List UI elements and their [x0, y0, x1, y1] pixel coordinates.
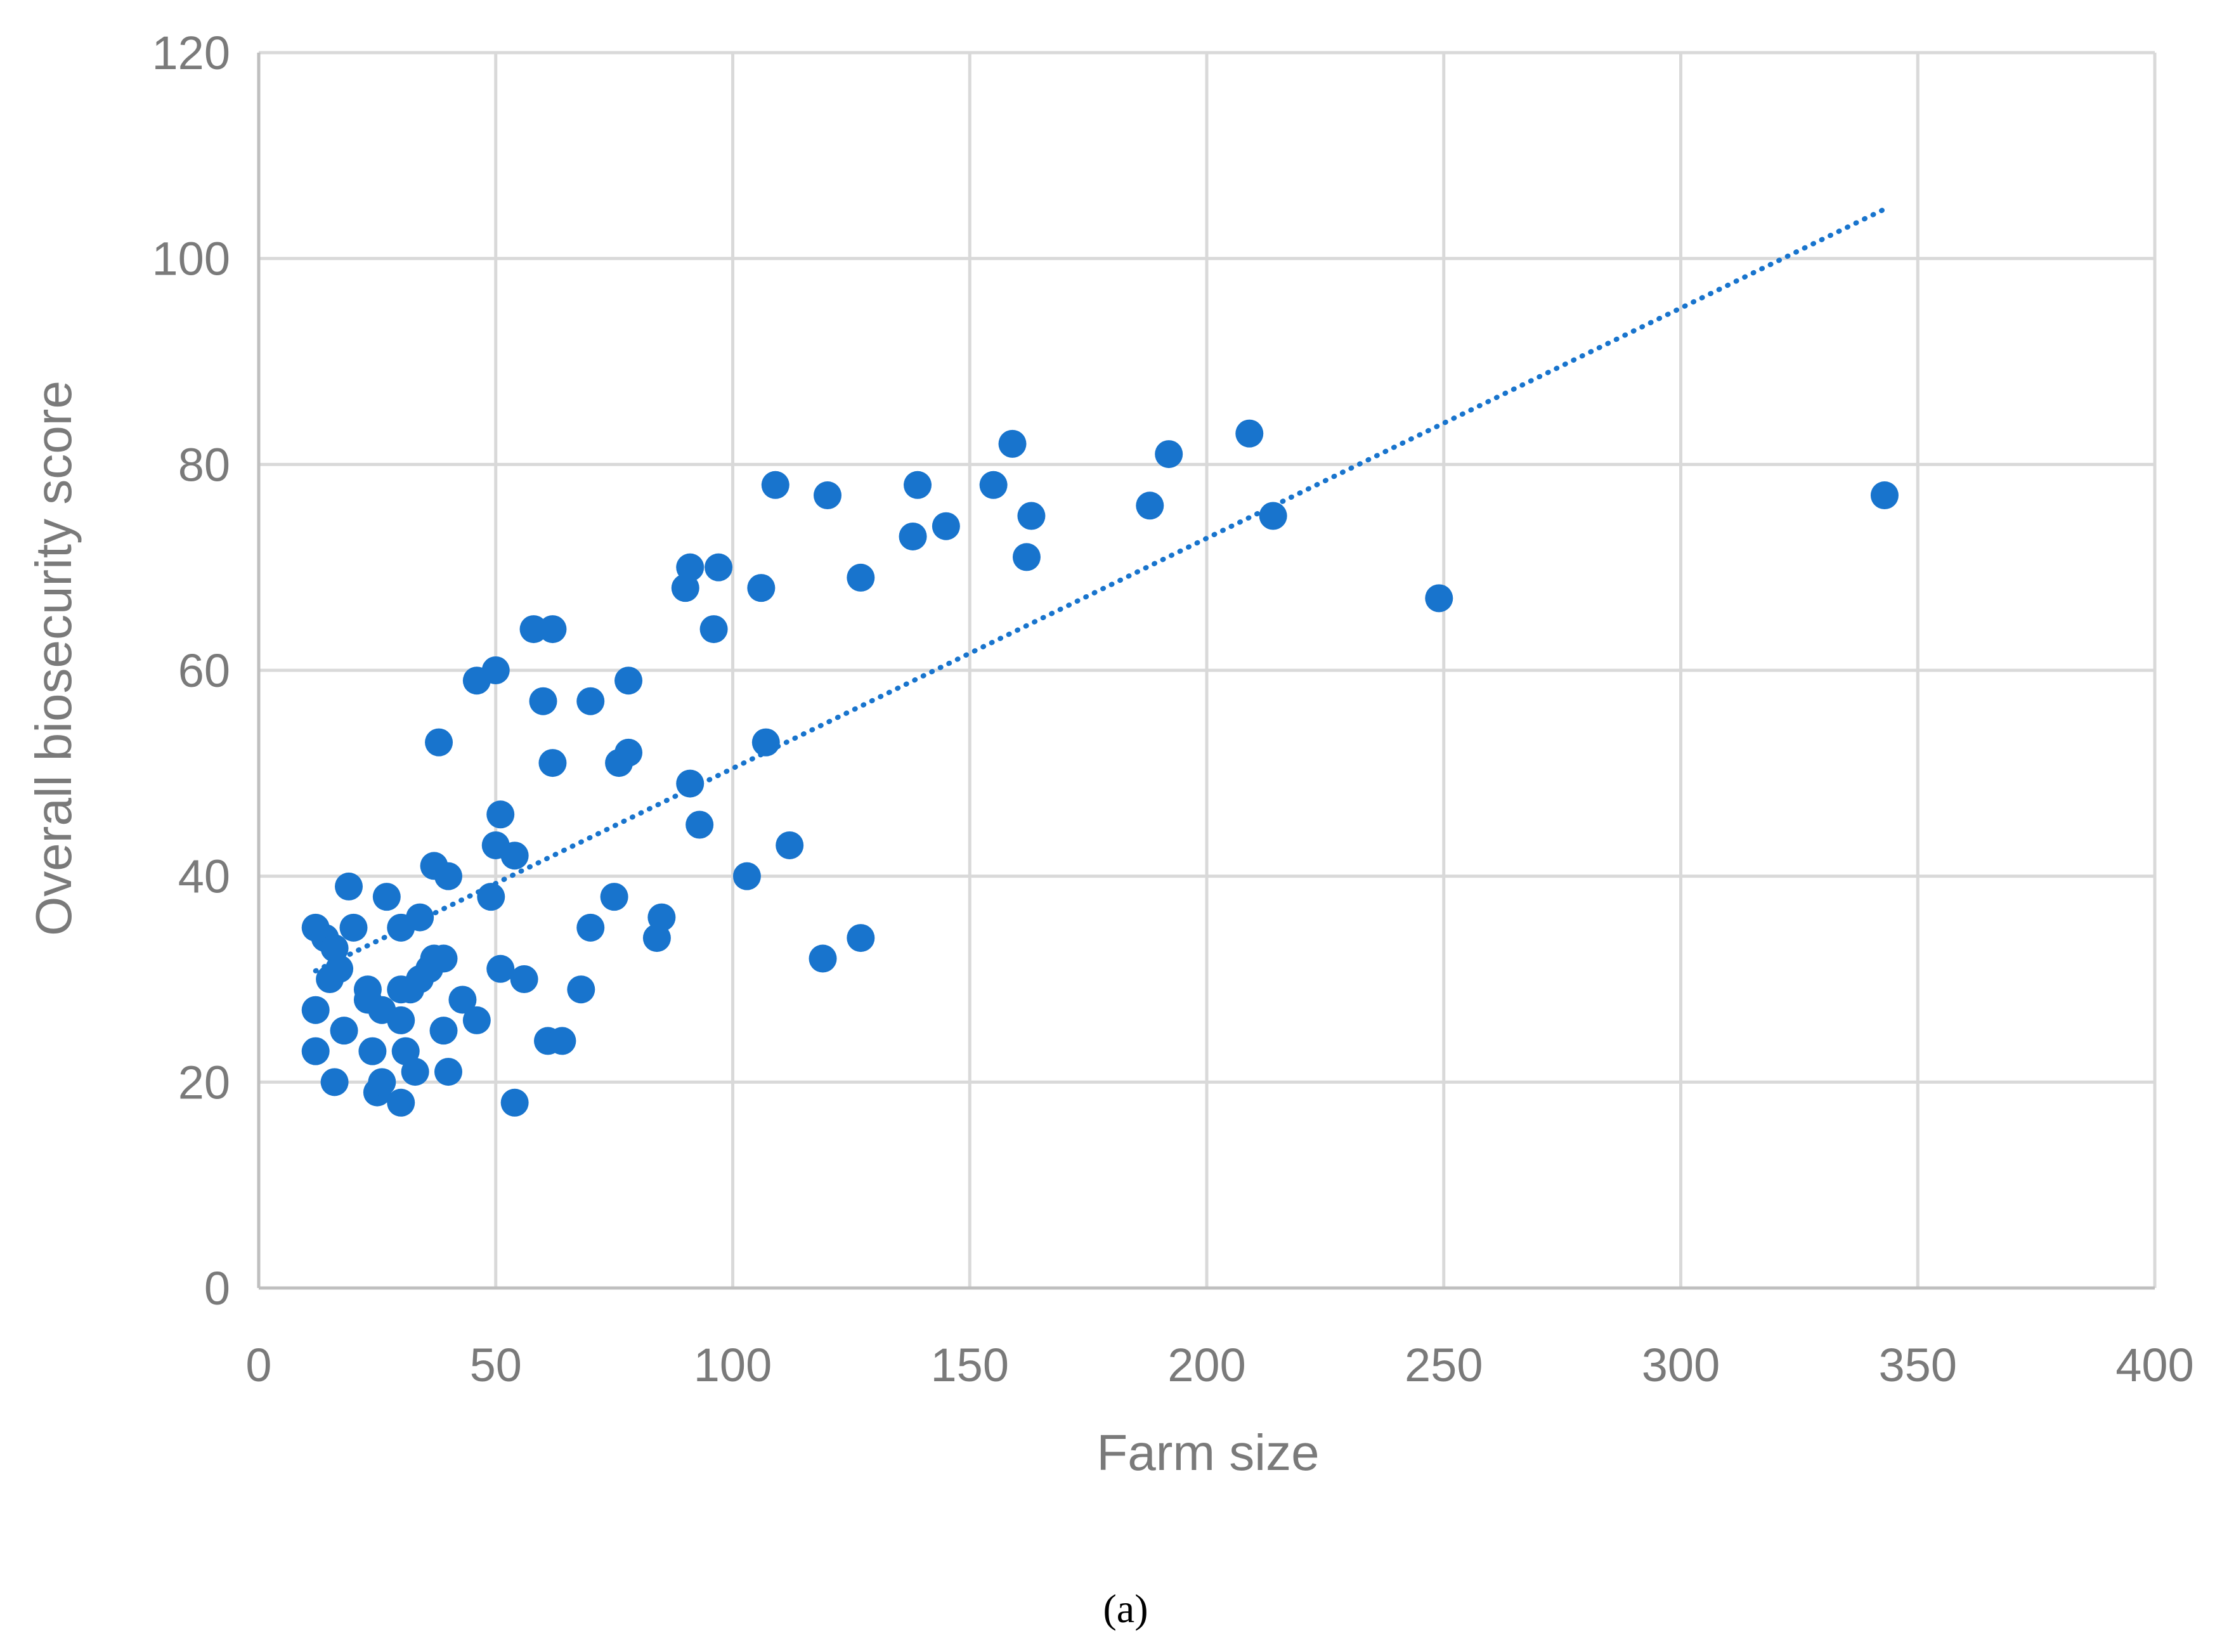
data-point	[1235, 419, 1264, 448]
data-point	[486, 954, 515, 983]
data-point	[998, 429, 1027, 458]
data-point	[1012, 543, 1041, 571]
data-point	[500, 1088, 529, 1117]
data-point	[529, 687, 557, 715]
data-point	[747, 574, 776, 602]
x-tick-label: 300	[1642, 1339, 1720, 1391]
data-point	[500, 842, 529, 870]
data-point	[434, 862, 462, 890]
data-point	[1425, 584, 1453, 613]
y-tick-label: 80	[178, 438, 230, 491]
data-point	[538, 615, 567, 644]
data-point	[486, 800, 515, 829]
data-point	[429, 1017, 458, 1045]
y-tick-label: 120	[152, 27, 230, 79]
data-point	[425, 728, 453, 757]
data-point	[699, 615, 728, 644]
x-tick-label: 0	[245, 1339, 271, 1391]
data-point	[899, 522, 927, 550]
data-point	[567, 975, 595, 1004]
data-point	[614, 738, 643, 767]
data-point	[510, 965, 538, 993]
x-tick-label: 400	[2115, 1339, 2193, 1391]
x-tick-label: 150	[931, 1339, 1009, 1391]
data-point	[647, 903, 676, 932]
data-point	[576, 687, 605, 715]
data-point	[406, 903, 434, 932]
data-point	[761, 471, 789, 499]
data-point	[705, 553, 733, 582]
data-point	[847, 924, 875, 953]
data-point	[548, 1027, 576, 1055]
data-point	[904, 471, 932, 499]
trendline	[313, 206, 1887, 974]
data-point	[301, 1037, 330, 1065]
data-point	[387, 1006, 415, 1034]
data-point	[434, 1058, 462, 1086]
y-tick-label: 0	[204, 1262, 230, 1315]
data-point	[320, 1068, 349, 1096]
y-tick-label: 60	[178, 644, 230, 697]
data-point	[462, 1006, 491, 1034]
data-point	[448, 985, 477, 1014]
data-point	[372, 883, 401, 911]
data-point	[847, 563, 875, 592]
data-point	[1155, 440, 1183, 469]
data-point	[600, 883, 628, 911]
x-tick-label: 100	[694, 1339, 772, 1391]
y-tick-label: 40	[178, 850, 230, 903]
data-point	[387, 1088, 415, 1117]
data-point	[368, 1068, 396, 1096]
x-tick-label: 200	[1167, 1339, 1245, 1391]
data-point	[814, 481, 841, 510]
data-point	[1017, 502, 1046, 530]
y-axis-title: Overall biosecurity score	[25, 380, 82, 936]
x-tick-label: 350	[1879, 1339, 1957, 1391]
data-point	[676, 553, 705, 582]
data-point	[301, 996, 330, 1024]
data-point	[401, 1058, 429, 1086]
y-tick-label: 20	[178, 1056, 230, 1109]
data-point	[339, 913, 368, 942]
data-point	[576, 913, 605, 942]
data-point	[1136, 491, 1164, 520]
data-point	[358, 1037, 387, 1065]
data-point	[751, 728, 780, 757]
y-tick-label: 100	[152, 233, 230, 285]
data-point	[538, 749, 567, 777]
trendline-group	[313, 206, 1887, 974]
data-point	[932, 512, 960, 540]
data-point	[1259, 502, 1287, 530]
data-points	[301, 419, 1899, 1117]
data-point	[429, 944, 458, 973]
x-tick-label: 50	[470, 1339, 522, 1391]
data-point	[330, 1017, 358, 1045]
data-point	[481, 656, 510, 684]
data-point	[732, 862, 761, 890]
data-point	[776, 831, 804, 859]
data-point	[325, 954, 354, 983]
axes	[257, 53, 2155, 1290]
data-point	[1870, 481, 1899, 510]
data-point	[477, 883, 505, 911]
y-tick-labels: 0 20 40 60 80 100 120	[152, 27, 230, 1315]
gridlines	[259, 51, 2157, 1288]
data-point	[809, 944, 837, 973]
data-point	[335, 872, 363, 901]
x-tick-labels: 0 50 100 150 200 250 300 350 400	[245, 1339, 2193, 1391]
data-point	[979, 471, 1008, 499]
panel-label: (a)	[1103, 1586, 1148, 1631]
data-point	[685, 810, 714, 839]
x-tick-label: 250	[1405, 1339, 1483, 1391]
data-point	[614, 667, 643, 695]
data-point	[676, 769, 705, 798]
x-axis-title: Farm size	[1096, 1424, 1319, 1481]
